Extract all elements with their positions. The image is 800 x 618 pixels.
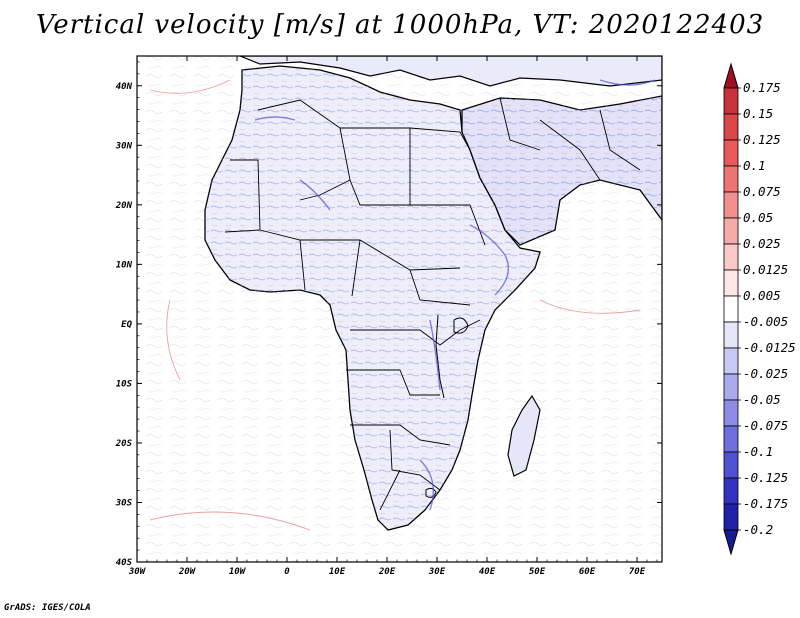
colorbar-label: 0.125 (743, 132, 781, 147)
colorbar-label: -0.1 (743, 444, 773, 459)
colorbar-label: 0.05 (743, 210, 773, 225)
strong-downdraft-contours (254, 79, 656, 511)
lat-label: 20N (115, 201, 133, 211)
lon-label: 10W (229, 567, 247, 577)
colorbar-label: 0.0125 (743, 262, 788, 277)
lat-label: 40N (116, 82, 133, 92)
colorbar-swatch (723, 373, 739, 401)
map-frame (136, 55, 663, 563)
lat-label: 40S (116, 558, 133, 568)
colorbar-swatch (723, 191, 739, 219)
lon-label: 60E (579, 567, 596, 577)
lat-label: EQ (121, 320, 132, 330)
colorbar-label: 0.1 (743, 158, 766, 173)
lat-label: 30N (115, 141, 133, 151)
colorbar-label: -0.025 (743, 366, 788, 381)
colorbar-swatch (723, 451, 739, 479)
colorbar-swatch (723, 87, 739, 115)
lakes (425, 314, 469, 498)
colorbar-label: -0.0125 (743, 340, 796, 355)
lat-label: 10N (116, 260, 133, 270)
colorbar-label: -0.175 (743, 496, 788, 511)
colorbar-swatch (723, 165, 739, 193)
map-title: Vertical velocity [m/s] at 1000hPa, VT: … (35, 10, 765, 40)
colorbar-bottom-arrow (723, 529, 739, 556)
lon-label: 40E (479, 567, 496, 577)
colorbar-label: 0.075 (743, 184, 781, 199)
colorbar-swatch (723, 217, 739, 245)
colorbar-label: 0.025 (743, 236, 781, 251)
lat-label: 30S (115, 498, 133, 508)
colorbar-swatch (723, 295, 739, 323)
europe-landmass (239, 56, 662, 87)
lon-label: 0 (284, 567, 290, 577)
madagascar-island (507, 394, 541, 477)
colorbar-swatch (723, 347, 739, 375)
credit-label: GrADS: IGES/COLA (4, 603, 91, 613)
lat-label: 10S (116, 379, 133, 389)
lon-label: 30E (428, 567, 446, 577)
colorbar-swatch (723, 321, 739, 349)
lon-label: 50E (529, 567, 546, 577)
colorbar-swatch (723, 425, 739, 453)
lat-label: 20S (115, 439, 133, 449)
updraft-contours (149, 79, 641, 531)
colorbar-label: -0.05 (743, 392, 781, 407)
colorbar-swatch (723, 477, 739, 505)
colorbar-swatch (723, 269, 739, 297)
colorbar-label: 0.005 (743, 288, 781, 303)
lon-label: 20E (378, 567, 396, 577)
colorbar-label: 0.15 (743, 106, 773, 121)
colorbar-label: 0.175 (743, 80, 781, 95)
colorbar-swatch (723, 113, 739, 141)
colorbar-swatch (723, 399, 739, 427)
colorbar-label: -0.125 (743, 470, 788, 485)
lon-label: 10E (329, 567, 346, 577)
longitude-axis: 30W 20W 10W 0 10E 20E 30E 40E 50E 60E 70E (128, 56, 658, 577)
colorbar-label: -0.2 (743, 522, 773, 537)
colorbar-swatch (723, 503, 739, 531)
colorbar-swatch (723, 243, 739, 271)
lon-label: 70E (629, 567, 646, 577)
latitude-axis: 40N 30N 20N 10N EQ 10S 20S 30S 40S (115, 61, 662, 568)
coastlines (149, 56, 662, 531)
colorbar-top-arrow (723, 62, 739, 89)
lon-label: 20W (178, 567, 197, 577)
colorbar: 0.175 0.15 0.125 0.1 0.075 0.05 0.025 0.0125 0.0… (723, 62, 796, 556)
colorbar-swatch (723, 139, 739, 167)
colorbar-label: -0.075 (743, 418, 788, 433)
colorbar-label: -0.005 (743, 314, 788, 329)
lon-label: 30W (128, 567, 147, 577)
